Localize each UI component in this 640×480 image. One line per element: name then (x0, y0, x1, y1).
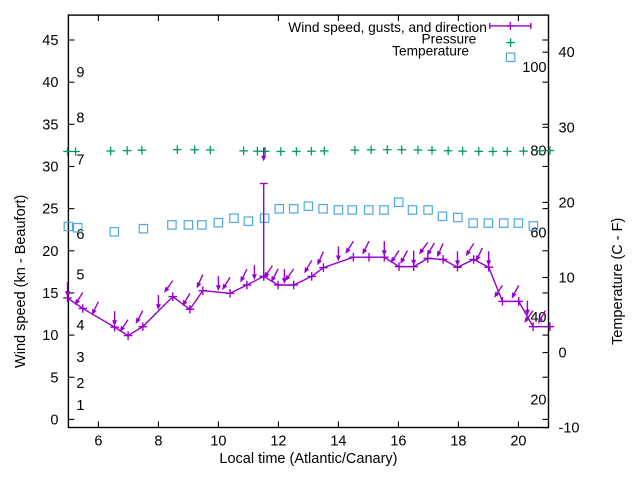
svg-text:20: 20 (510, 434, 526, 450)
svg-text:2: 2 (76, 376, 84, 392)
svg-text:30: 30 (42, 159, 58, 175)
svg-text:20: 20 (42, 244, 58, 260)
svg-text:Temperature (C - F): Temperature (C - F) (610, 218, 626, 345)
svg-text:30: 30 (559, 120, 575, 136)
svg-text:Temperature: Temperature (392, 43, 469, 58)
svg-text:Wind speed (kn - Beaufort): Wind speed (kn - Beaufort) (13, 195, 29, 368)
svg-text:14: 14 (330, 434, 346, 450)
svg-text:6: 6 (76, 227, 84, 243)
svg-text:12: 12 (270, 434, 286, 450)
svg-text:4: 4 (76, 318, 84, 334)
svg-text:0: 0 (559, 346, 567, 362)
svg-text:60: 60 (530, 226, 546, 242)
svg-text:10: 10 (559, 271, 575, 287)
svg-text:20: 20 (559, 195, 575, 211)
svg-text:20: 20 (530, 393, 546, 409)
svg-text:35: 35 (42, 117, 58, 133)
svg-text:8: 8 (76, 111, 84, 127)
svg-text:9: 9 (76, 65, 84, 81)
svg-text:18: 18 (450, 434, 466, 450)
svg-text:15: 15 (42, 286, 58, 302)
svg-text:8: 8 (154, 434, 162, 450)
svg-text:45: 45 (42, 33, 58, 49)
svg-text:10: 10 (42, 328, 58, 344)
svg-text:40: 40 (42, 75, 58, 91)
svg-text:-10: -10 (559, 421, 580, 437)
svg-text:16: 16 (390, 434, 406, 450)
svg-text:3: 3 (76, 350, 84, 366)
svg-text:25: 25 (42, 202, 58, 218)
svg-text:1: 1 (76, 398, 84, 414)
svg-text:0: 0 (50, 412, 58, 428)
svg-text:100: 100 (522, 60, 546, 76)
svg-text:Local time (Atlantic/Canary): Local time (Atlantic/Canary) (219, 451, 397, 467)
svg-text:40: 40 (559, 45, 575, 61)
svg-text:6: 6 (94, 434, 102, 450)
svg-text:7: 7 (76, 153, 84, 169)
svg-text:5: 5 (50, 370, 58, 386)
svg-text:10: 10 (210, 434, 226, 450)
svg-text:5: 5 (76, 267, 84, 283)
